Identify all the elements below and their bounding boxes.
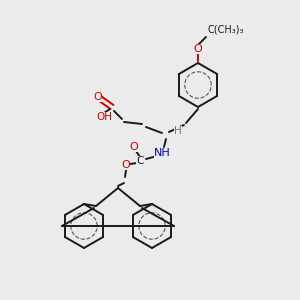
Text: C: C — [136, 156, 144, 166]
Text: H: H — [174, 126, 182, 136]
Text: O: O — [194, 44, 202, 54]
Text: C(CH₃)₃: C(CH₃)₃ — [208, 24, 244, 34]
Text: NH: NH — [154, 148, 170, 158]
Text: O: O — [94, 92, 102, 102]
Text: O: O — [122, 160, 130, 170]
Text: OH: OH — [96, 112, 112, 122]
Text: O: O — [130, 142, 138, 152]
